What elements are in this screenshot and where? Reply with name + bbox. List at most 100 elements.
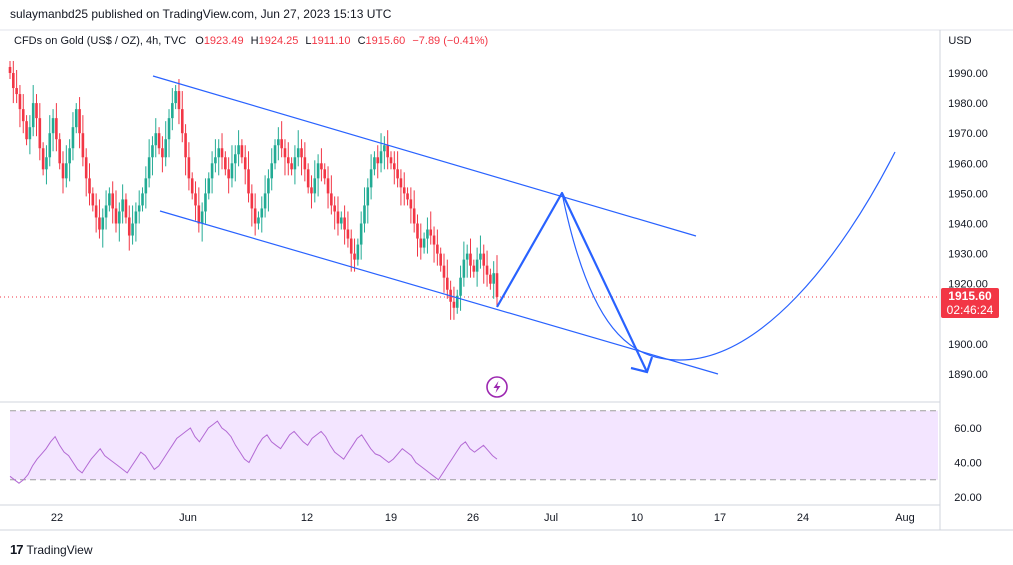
candle-body: [432, 235, 436, 245]
candle-body: [257, 217, 260, 224]
candle-body: [45, 157, 48, 170]
candle-body: [296, 148, 300, 158]
candle-body: [58, 139, 61, 164]
price-tick-label: 1890.00: [948, 369, 988, 381]
candle-body: [12, 73, 15, 89]
footer-brand[interactable]: 17 TradingView: [10, 542, 93, 557]
candle-body: [472, 265, 476, 272]
candle-body: [436, 244, 439, 254]
candle-body: [316, 163, 320, 179]
price-tick-label: 1900.00: [948, 339, 988, 351]
candle-body: [177, 91, 181, 110]
candle-body: [217, 148, 221, 158]
candle-body: [141, 193, 144, 206]
candle-body: [131, 223, 134, 236]
candle-body: [399, 178, 403, 188]
candle-body: [55, 118, 58, 140]
candle-body: [465, 253, 469, 260]
candle-body: [419, 238, 423, 248]
projection-arrow-icon: [630, 356, 654, 374]
candle-body: [21, 109, 25, 122]
candle-body: [227, 169, 230, 179]
candle-body: [359, 223, 363, 245]
candle-body: [253, 208, 257, 224]
high-value: 1924.25: [258, 35, 299, 47]
candle-body: [18, 94, 22, 110]
candle-body: [237, 145, 240, 155]
brand-name: TradingView: [26, 542, 93, 557]
candle-body: [392, 163, 396, 170]
lightning-icon[interactable]: [486, 376, 508, 398]
candle-body: [51, 118, 55, 134]
candle-body: [81, 133, 85, 158]
candle-body: [104, 205, 108, 218]
low-label: L: [305, 35, 312, 47]
candle-body: [495, 273, 499, 297]
candle-body: [91, 193, 95, 206]
candle-body: [485, 265, 489, 275]
candle-body: [306, 169, 310, 188]
candle-body: [61, 163, 65, 179]
price-tick-label: 1930.00: [948, 249, 988, 261]
candle-body: [84, 157, 88, 179]
projection-path[interactable]: [496, 191, 648, 373]
projection-curve[interactable]: [561, 151, 896, 361]
candle-body: [25, 121, 28, 140]
candle-body: [366, 187, 370, 206]
close-value: 1915.60: [365, 35, 406, 47]
candle-body: [94, 205, 98, 218]
candle-body: [336, 211, 340, 224]
candle-body: [290, 163, 293, 170]
candle-body: [210, 163, 214, 179]
candle-body: [330, 193, 333, 206]
candle-body: [98, 217, 101, 230]
candle-body: [422, 238, 426, 248]
candle-body: [74, 109, 78, 128]
price-tick-label: 1920.00: [948, 279, 988, 291]
candle-body: [346, 229, 350, 239]
candle-body: [174, 91, 177, 104]
channel-upper-line[interactable]: [152, 75, 697, 237]
candle-body: [214, 157, 217, 164]
candle-body: [137, 205, 141, 212]
candle-body: [197, 205, 201, 224]
candle-body: [108, 193, 111, 206]
candle-body: [204, 193, 207, 212]
channel-lower-line[interactable]: [159, 210, 719, 375]
open-value: 1923.49: [203, 35, 244, 47]
candle-body: [310, 187, 313, 194]
candle-body: [349, 238, 353, 254]
candle-body: [180, 109, 184, 134]
candle-body: [442, 265, 446, 278]
candle-body: [343, 217, 346, 230]
candle-body: [429, 229, 433, 236]
candle-body: [320, 163, 323, 170]
symbol-legend[interactable]: CFDs on Gold (US$ / OZ), 4h, TVC O1923.4…: [14, 35, 488, 47]
countdown-value: 02:46:24: [947, 303, 994, 317]
candle-body: [220, 148, 224, 158]
candle-body: [313, 178, 317, 194]
candle-body: [243, 157, 247, 170]
candle-body: [426, 229, 429, 239]
candle-body: [409, 199, 413, 209]
candle-body: [147, 157, 151, 179]
high-label: H: [250, 35, 259, 47]
candle-body: [247, 169, 250, 194]
candle-body: [369, 169, 373, 188]
candle-body: [151, 145, 154, 158]
candle-body: [207, 178, 211, 194]
candle-body: [65, 163, 68, 179]
close-label: C: [357, 35, 366, 47]
candle-body: [383, 145, 386, 152]
candle-body: [386, 145, 389, 158]
candle-body: [379, 151, 383, 164]
candle-body: [323, 169, 327, 179]
drawings[interactable]: [152, 75, 896, 375]
candle-body: [376, 157, 380, 164]
candle-body: [273, 145, 277, 164]
tradingview-logo-icon: 17: [10, 542, 24, 557]
candle-body: [455, 295, 459, 308]
candle-body: [406, 193, 409, 200]
candle-body: [127, 217, 131, 236]
